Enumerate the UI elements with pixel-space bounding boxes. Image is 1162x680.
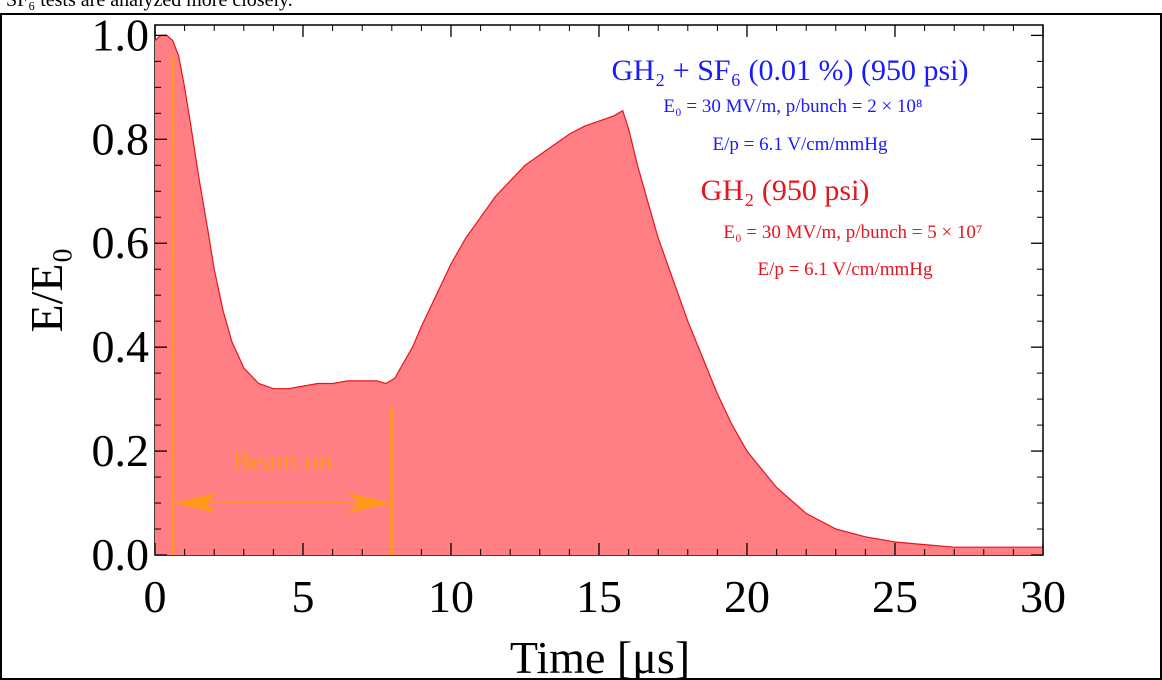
x-tick-label: 0 — [144, 571, 167, 622]
legend-1-line2: E/p = 6.1 V/cm/mmHg — [712, 134, 888, 155]
y-tick-label: 1.0 — [92, 9, 150, 60]
x-tick-label: 10 — [428, 571, 474, 622]
beam-on-label: Beam on — [232, 446, 332, 477]
y-tick-label: 0.2 — [92, 425, 150, 476]
legend-2-line2: E/p = 6.1 V/cm/mmHg — [757, 259, 933, 280]
series-0-line — [154, 34, 1043, 548]
y-tick-label: 0.0 — [92, 529, 150, 580]
legend-entry-2: GH₂ (950 psi) E₀ = 30 MV/m, p/bunch = 5 … — [701, 174, 983, 280]
page-header-text: SF₆ tests are analyzed more closely. — [6, 0, 293, 11]
x-tick-label: 25 — [872, 571, 918, 622]
legend-entry-1: GH₂ + SF₆ (0.01 %) (950 psi) E₀ = 30 MV/… — [612, 54, 969, 155]
x-tick-label: 15 — [576, 571, 622, 622]
tick-layer: 0 5 10 15 20 25 30 0.0 0.2 0.4 0.6 0.8 1.0 — [92, 9, 1067, 622]
legend-1-line1: E₀ = 30 MV/m, p/bunch = 2 × 10⁸ — [663, 96, 922, 117]
y-tick-label: 0.8 — [92, 113, 150, 164]
legend-2-line1: E₀ = 30 MV/m, p/bunch = 5 × 10⁷ — [723, 222, 982, 243]
x-tick-label: 5 — [292, 571, 315, 622]
beam-arrow-head-left — [172, 493, 217, 513]
beam-arrow-head-right — [347, 493, 392, 513]
legend-2-title: GH₂ (950 psi) — [701, 174, 870, 207]
figure-border — [0, 13, 1162, 680]
x-tick-label: 20 — [724, 571, 770, 622]
y-axis-label: E/E₀ — [21, 247, 72, 332]
x-tick-label: 30 — [1020, 571, 1066, 622]
y-tick-label: 0.6 — [92, 217, 150, 268]
x-axis-label: Time [μs] — [510, 632, 690, 680]
y-tick-label: 0.4 — [92, 321, 150, 372]
beam-on-annotation: Beam on — [171, 56, 394, 555]
legend-1-title: GH₂ + SF₆ (0.01 %) (950 psi) — [612, 54, 969, 87]
series-0-area — [155, 35, 1043, 555]
area-layer — [154, 34, 1043, 555]
